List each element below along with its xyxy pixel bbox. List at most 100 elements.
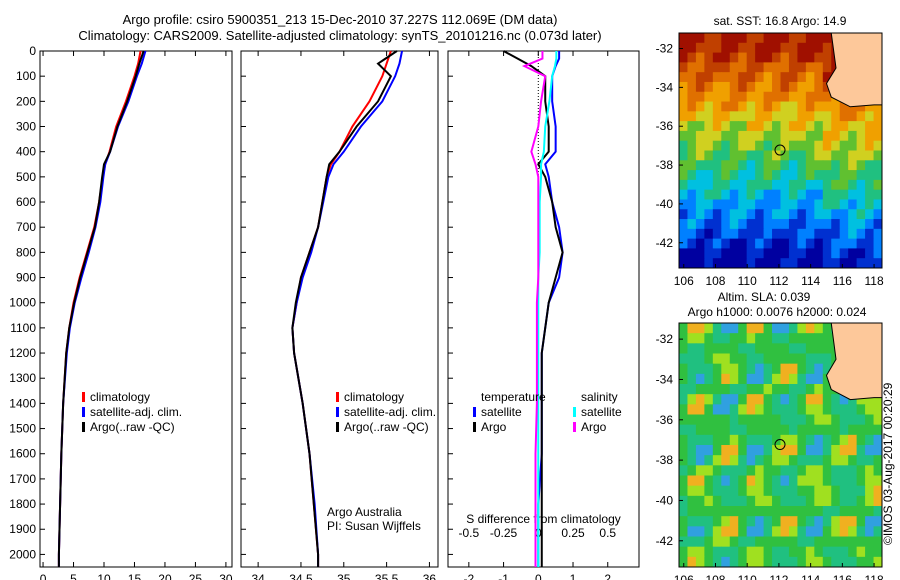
map-cell (687, 445, 697, 456)
map-cell (695, 323, 705, 334)
map-cell (687, 475, 697, 487)
map-cell (873, 546, 883, 558)
map-cell (746, 179, 756, 191)
legend-swatch (573, 407, 576, 417)
map-cell (856, 495, 866, 507)
map-cell (780, 111, 790, 122)
plot-frame-temperature (39, 50, 233, 568)
map-cell (772, 238, 781, 249)
lat-tick-label: -32 (656, 332, 674, 346)
map-cell (797, 189, 807, 200)
map-cell (738, 258, 748, 269)
map-cell (704, 62, 714, 73)
map-cell (788, 465, 798, 476)
map-cell (687, 81, 697, 93)
map-cell (721, 445, 731, 456)
map-cell (738, 170, 748, 181)
map-cell (831, 238, 841, 249)
map-cell (848, 150, 858, 161)
map-cell (839, 424, 849, 436)
map-cell (679, 150, 688, 161)
map-cell (788, 238, 798, 249)
map-cell (679, 434, 688, 446)
map-cell (704, 333, 714, 344)
map-cell (788, 160, 798, 171)
map-cell (679, 516, 688, 527)
map-cell (772, 333, 781, 344)
map-cell (679, 170, 688, 181)
map-cell (704, 373, 714, 385)
map-cell (755, 209, 765, 220)
map-cell (755, 248, 765, 259)
map-cell (729, 384, 739, 395)
lon-tick-label: 106 (674, 573, 694, 580)
map-cell (746, 353, 756, 365)
map-cell (805, 111, 815, 122)
map-cell (848, 228, 858, 240)
map-cell (772, 91, 781, 103)
map-cell (704, 323, 714, 334)
map-cell (865, 434, 875, 446)
map-cell (755, 258, 765, 269)
map-cell (839, 228, 849, 240)
map-cell (805, 81, 815, 93)
map-cell (848, 160, 858, 171)
map-cell (695, 189, 705, 200)
map-cell (763, 72, 773, 83)
map-cell (738, 62, 748, 73)
map-cell (729, 323, 739, 334)
map-cell (856, 248, 866, 259)
map-cell (763, 445, 773, 456)
map-cell (695, 556, 705, 568)
map-cell (788, 516, 798, 527)
map-cell (848, 130, 858, 142)
map-cell (712, 404, 722, 415)
map-cell (856, 506, 866, 517)
legend-header-temperature: temperature (481, 390, 546, 404)
map-cell (721, 179, 731, 191)
map-cell (772, 373, 781, 385)
map-cell (763, 130, 773, 142)
map-cell (738, 228, 748, 240)
map-cell (831, 121, 841, 132)
map-cell (695, 546, 705, 558)
map-cell (712, 556, 722, 568)
map-cell (805, 228, 815, 240)
map-cell (755, 465, 765, 476)
map-cell (721, 81, 731, 93)
map-cell (704, 140, 714, 151)
map-cell (687, 209, 697, 220)
map-cell (848, 526, 858, 537)
map-cell (780, 526, 790, 537)
map-cell (822, 333, 832, 344)
map-cell (839, 111, 849, 122)
map-cell (746, 150, 756, 161)
map-cell (831, 546, 841, 558)
map-cell (873, 414, 883, 426)
map-cell (848, 199, 858, 210)
map-cell (772, 189, 781, 200)
map-cell (814, 526, 824, 537)
map-cell (822, 189, 832, 200)
map-cell (822, 170, 832, 181)
map-cell (814, 160, 824, 171)
map-cell (856, 485, 866, 497)
map-cell (704, 130, 714, 142)
credit-text: Argo Australia (327, 505, 402, 519)
map-cell (755, 170, 765, 181)
map-cell (755, 394, 765, 405)
map-cell (780, 506, 790, 517)
map-cell (721, 506, 731, 517)
map-cell (873, 434, 883, 446)
map-cell (822, 179, 832, 191)
map-cell (712, 130, 722, 142)
legend-swatch (473, 422, 476, 432)
map-cell (755, 546, 765, 558)
map-cell (679, 536, 688, 548)
map-cell (805, 353, 815, 365)
map-cell (856, 238, 866, 249)
map-cell (712, 363, 722, 375)
map-cell (780, 373, 790, 385)
map-cell (797, 485, 807, 497)
